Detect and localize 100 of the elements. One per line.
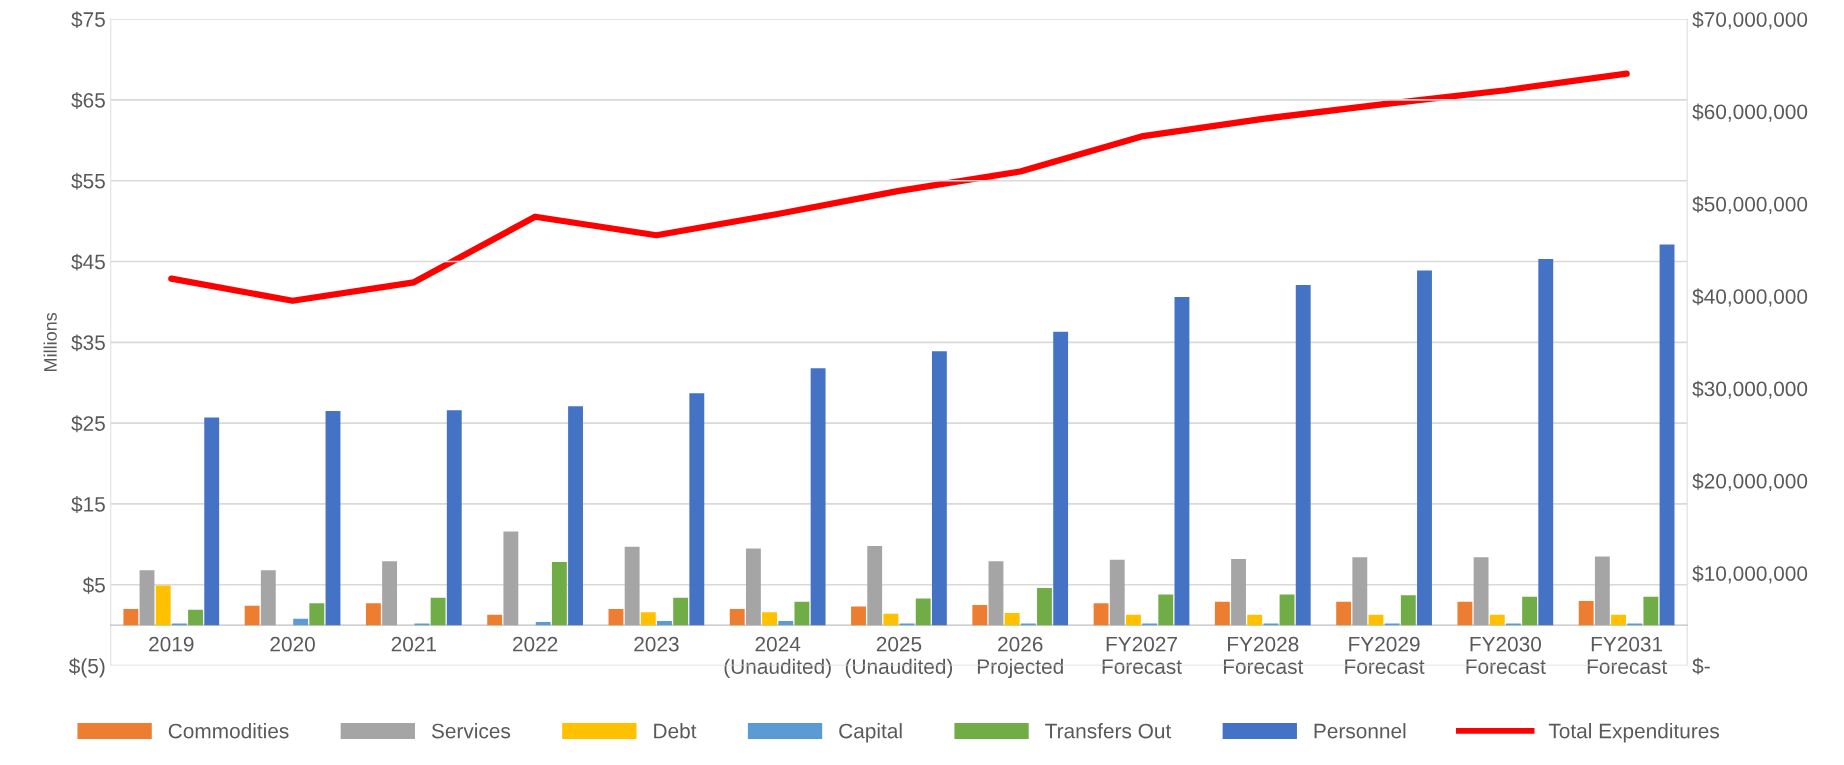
bar xyxy=(1643,596,1659,626)
y-tick-label: $35 xyxy=(71,334,105,352)
bar xyxy=(657,621,672,626)
bar xyxy=(745,548,761,626)
bar xyxy=(1109,559,1125,626)
y2-tick-label: $40,000,000 xyxy=(1692,288,1808,307)
x-tick-label: FY2027 Forecast xyxy=(1102,636,1182,674)
bar xyxy=(972,604,988,626)
x-tick-label: 2024 (Unaudited) xyxy=(724,636,831,679)
bar xyxy=(1093,603,1109,626)
bar xyxy=(1174,297,1190,626)
bar xyxy=(568,406,583,626)
y-tick-label: $25 xyxy=(71,415,105,433)
bar xyxy=(1231,558,1246,626)
y2-tick-label: $50,000,000 xyxy=(1692,195,1808,215)
bar xyxy=(1594,556,1610,626)
bar xyxy=(810,368,826,626)
bar xyxy=(1336,601,1352,626)
bar xyxy=(365,603,381,626)
bar xyxy=(778,621,794,626)
bar xyxy=(1352,557,1368,626)
bar xyxy=(988,561,1004,626)
bar xyxy=(260,570,276,626)
x-tick-label: FY2028 Forecast xyxy=(1223,636,1304,674)
x-tick-label: 2019 xyxy=(149,636,194,652)
y-tick-label: $45 xyxy=(71,253,105,271)
x-tick-label: 2022 xyxy=(512,636,558,652)
bar xyxy=(883,613,899,626)
legend-label: Total Expenditures xyxy=(1548,723,1720,743)
bar xyxy=(430,597,446,626)
bar xyxy=(1522,596,1538,626)
y-tick-label: $5 xyxy=(82,576,105,594)
bar xyxy=(139,570,155,626)
bar xyxy=(1578,600,1594,626)
bar xyxy=(673,597,689,626)
bar xyxy=(204,417,220,626)
legend-label: Debt xyxy=(654,723,697,739)
bar xyxy=(1457,601,1473,626)
bar xyxy=(1473,557,1489,626)
x-tick-label: FY2030 Forecast xyxy=(1466,636,1546,674)
bar xyxy=(762,612,778,626)
x-tick-label: 2026 Projected xyxy=(977,636,1063,679)
bar xyxy=(1489,614,1505,626)
bar xyxy=(123,608,139,626)
bar xyxy=(1295,284,1311,626)
y-tick-label: $75 xyxy=(71,11,105,29)
x-tick-label: FY2029 Forecast xyxy=(1345,636,1425,674)
y2-tick-label: $20,000,000 xyxy=(1692,472,1808,492)
y2-tick-label: $30,000,000 xyxy=(1692,380,1808,399)
bar xyxy=(1417,270,1432,626)
bar xyxy=(1400,595,1416,626)
bar xyxy=(867,545,883,626)
bar xyxy=(931,351,947,626)
bar xyxy=(1158,594,1174,626)
y-axis-title: Millions xyxy=(43,312,57,371)
bar xyxy=(503,531,519,626)
bar xyxy=(1538,259,1554,626)
legend-label: Capital xyxy=(839,723,902,743)
y2-tick-label: $60,000,000 xyxy=(1692,103,1808,122)
bar xyxy=(188,609,203,626)
bar xyxy=(1368,614,1384,626)
y-tick-label: $55 xyxy=(71,172,105,190)
bar xyxy=(1037,587,1052,626)
bar xyxy=(325,411,341,626)
bar xyxy=(487,614,503,626)
bar xyxy=(915,598,931,626)
bar xyxy=(689,393,705,626)
bar xyxy=(1279,594,1295,626)
legend-label: Services xyxy=(431,723,511,739)
legend-label: Transfers Out xyxy=(1045,723,1172,739)
bar xyxy=(608,608,624,626)
y-tick-label: $(5) xyxy=(68,657,105,678)
x-tick-label: 2025 (Unaudited) xyxy=(845,636,953,679)
bar xyxy=(1611,614,1626,626)
bar xyxy=(446,410,462,626)
legend-label: Commodities xyxy=(168,723,289,739)
bar xyxy=(382,561,398,626)
bar xyxy=(155,585,171,626)
bar xyxy=(1247,614,1263,626)
bar xyxy=(535,621,551,626)
bar xyxy=(293,618,309,626)
y2-tick-label: $70,000,000 xyxy=(1692,11,1808,30)
bar xyxy=(640,612,656,626)
bar xyxy=(729,608,745,626)
x-tick-label: 2023 xyxy=(634,636,679,652)
bar xyxy=(1125,614,1141,626)
legend-label: Personnel xyxy=(1314,723,1406,739)
bar xyxy=(244,605,260,626)
x-tick-label: 2020 xyxy=(270,636,315,652)
bar xyxy=(309,603,325,626)
y2-tick-label: $- xyxy=(1692,657,1710,675)
bar xyxy=(1214,601,1230,626)
bar xyxy=(794,601,810,626)
bar xyxy=(1053,331,1069,626)
bar xyxy=(551,562,567,626)
bar xyxy=(851,606,866,626)
y2-tick-label: $10,000,000 xyxy=(1692,565,1808,584)
bar xyxy=(1004,613,1020,626)
bar xyxy=(624,546,640,626)
x-tick-label: FY2031 Forecast xyxy=(1587,636,1667,674)
